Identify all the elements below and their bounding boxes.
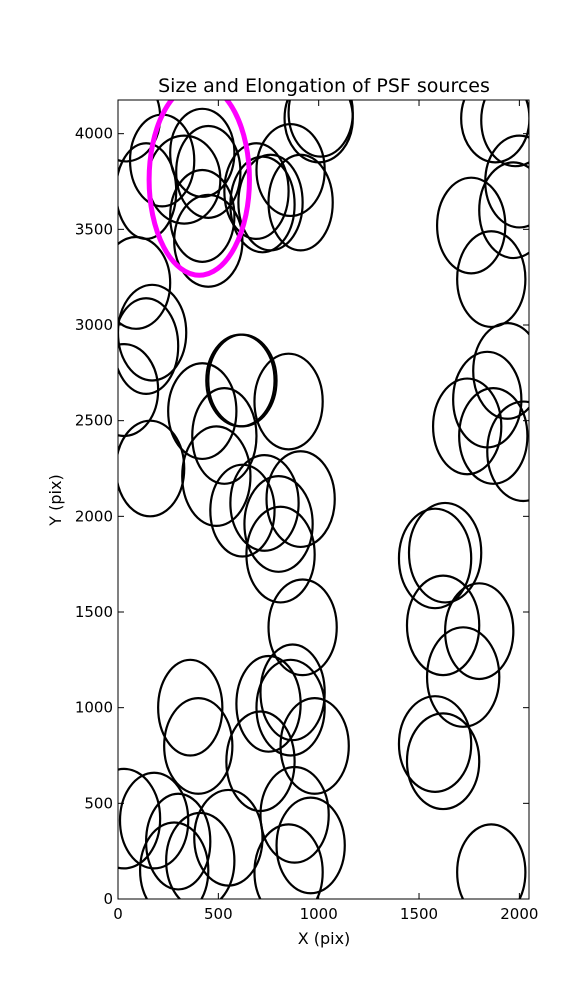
psf-source-ellipse — [191, 387, 258, 485]
psf-source-ellipse — [405, 712, 481, 811]
x-tick-label: 1000 — [300, 905, 338, 923]
psf-source-ellipse — [265, 450, 336, 549]
psf-source-ellipse — [175, 124, 242, 219]
psf-source-ellipse — [223, 142, 290, 241]
psf-source-ellipse — [163, 697, 234, 795]
chart-title: Size and Elongation of PSF sources — [158, 75, 490, 97]
psf-source-ellipse — [444, 582, 515, 681]
highlight-group — [146, 100, 252, 278]
psf-source-ellipse — [118, 419, 186, 518]
psf-source-ellipse — [118, 283, 188, 382]
psf-source-ellipse — [118, 767, 162, 870]
y-axis-label: Y (pix) — [46, 474, 65, 526]
y-tick-label: 4000 — [75, 125, 113, 143]
psf-source-ellipse — [431, 377, 503, 476]
x-tick-label: 0 — [113, 905, 123, 923]
psf-source-ellipse — [287, 100, 354, 158]
plot-frame — [117, 99, 530, 900]
psf-source-ellipse — [235, 654, 302, 753]
psf-source-ellipse — [181, 425, 252, 528]
psf-source-ellipse — [169, 107, 236, 198]
y-tick-label: 3000 — [75, 316, 113, 334]
psf-source-ellipse — [118, 297, 180, 395]
psf-source-ellipse — [456, 823, 527, 899]
psf-source-ellipse — [118, 771, 190, 870]
psf-source-ellipse — [118, 235, 172, 330]
psf-source-ellipse — [460, 100, 529, 164]
psf-source-ellipse — [472, 322, 529, 420]
y-tick-label: 1500 — [75, 603, 113, 621]
x-tick-label: 1500 — [400, 905, 438, 923]
psf-source-ellipse — [169, 168, 236, 263]
x-axis-label: X (pix) — [298, 929, 351, 948]
psf-source-ellipse — [167, 362, 238, 461]
psf-source-ellipse — [458, 387, 529, 485]
y-tick-label: 3500 — [75, 220, 113, 238]
psf-source-ellipse — [253, 352, 324, 451]
psf-source-ellipse — [253, 823, 324, 899]
psf-source-ellipse — [397, 695, 473, 793]
psf-source-ellipse — [486, 400, 529, 503]
y-tick-label: 500 — [84, 794, 113, 812]
y-tick-label: 1000 — [75, 699, 113, 717]
x-tick-label: 500 — [204, 905, 233, 923]
psf-source-ellipse — [407, 501, 483, 604]
psf-source-ellipse — [237, 153, 304, 252]
y-tick-label: 0 — [103, 890, 113, 908]
y-tick-label: 2000 — [75, 507, 113, 525]
psf-source-ellipse — [193, 788, 264, 887]
psf-source-ellipse — [435, 176, 507, 275]
y-tick-label: 2500 — [75, 412, 113, 430]
highlight-circle — [146, 100, 252, 278]
y-axis-ticks: 0 500 1000 1500 2000 2500 3000 3500 4000 — [75, 125, 529, 908]
psf-source-ellipse — [275, 796, 346, 895]
psf-source-ellipse — [279, 697, 350, 795]
psf-source-ellipse — [138, 821, 210, 899]
psf-source-ellipse — [478, 161, 529, 260]
psf-source-ellipse — [157, 658, 224, 757]
psf-source-ellipse — [425, 626, 501, 728]
psf-source-ellipse — [229, 454, 300, 552]
psf-source-ellipse — [259, 765, 330, 864]
x-axis-ticks: 0 500 1000 1500 2000 — [113, 100, 538, 923]
source-ellipses — [118, 100, 529, 899]
psf-source-ellipse — [480, 100, 529, 168]
psf-source-ellipse — [259, 643, 326, 742]
psf-source-ellipse — [207, 333, 278, 428]
psf-source-ellipse — [267, 578, 338, 677]
x-tick-label: 2000 — [500, 905, 538, 923]
psf-source-ellipse — [243, 475, 314, 573]
psf-source-ellipse — [456, 230, 527, 329]
psf-source-ellipse — [405, 574, 481, 677]
psf-source-ellipse — [245, 505, 316, 604]
psf-source-ellipse — [397, 507, 473, 610]
psf-source-ellipse — [255, 658, 326, 757]
psf-source-ellipse — [209, 463, 276, 558]
